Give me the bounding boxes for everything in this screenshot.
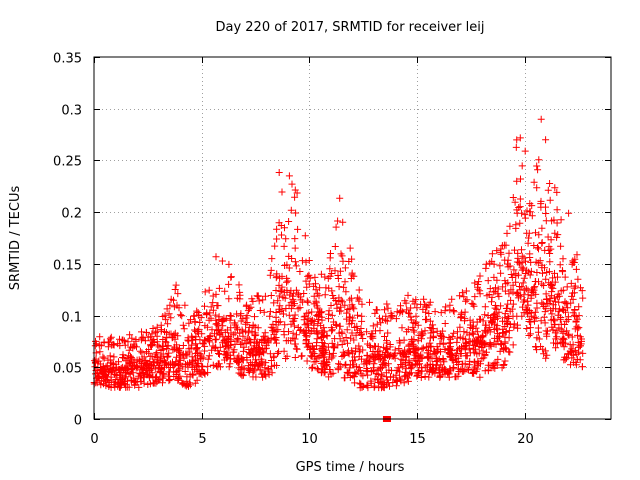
y-tick-label: 0.2 [61,207,82,222]
x-tick-label: 15 [409,432,426,447]
y-tick-label: 0.1 [61,311,82,326]
x-tick-labels: 0 5 10 15 20 [90,432,533,447]
chart-title: Day 220 of 2017, SRMTID for receiver lei… [215,20,484,35]
y-tick-label: 0 [74,414,82,429]
y-tick-label: 0.3 [61,104,82,119]
x-tick-label: 5 [198,432,206,447]
x-tick-label: 10 [301,432,318,447]
x-tick-label: 20 [517,432,534,447]
y-tick-labels: 0 0.05 0.1 0.15 0.2 0.25 0.3 0.35 [53,52,82,429]
y-axis-label: SRMTID / TECUs [8,186,23,291]
y-tick-label: 0.15 [53,259,82,274]
plot-frame [93,56,612,420]
y-tick-label: 0.05 [53,362,82,377]
x-tick-label: 0 [90,432,98,447]
y-tick-label: 0.25 [53,155,82,170]
axis-ticks [94,57,611,420]
scatter-points [90,115,587,392]
y-tick-label: 0.35 [53,52,82,67]
x-axis-label: GPS time / hours [296,460,405,475]
